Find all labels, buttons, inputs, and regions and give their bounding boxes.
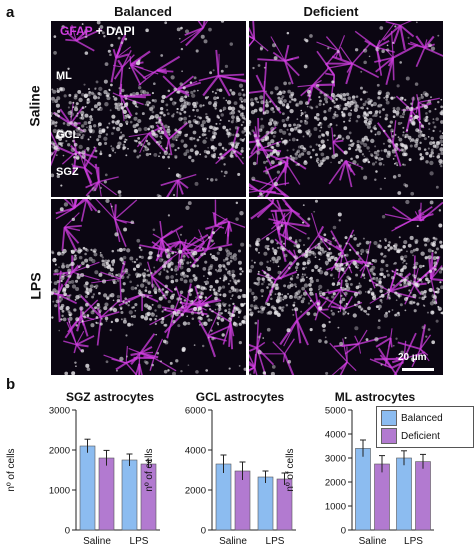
micrograph-saline-balanced bbox=[50, 20, 247, 198]
y-tick-label: 0 bbox=[201, 526, 206, 537]
x-tick-label: LPS bbox=[266, 536, 285, 547]
micrograph-lps-deficient bbox=[248, 198, 444, 376]
chart-title-gcl: GCL astrocytes bbox=[195, 390, 285, 404]
micrograph-texture bbox=[249, 199, 443, 375]
y-tick-label: 0 bbox=[65, 526, 70, 537]
chart-legend: Balanced Deficient bbox=[376, 406, 474, 448]
chart-title-ml: ML astrocytes bbox=[334, 390, 416, 404]
y-tick-label: 2000 bbox=[325, 478, 346, 489]
y-axis-label: nº of cells bbox=[6, 448, 17, 491]
legend-label-balanced: Balanced bbox=[401, 412, 443, 424]
bar bbox=[396, 457, 412, 531]
y-tick-label: 4000 bbox=[325, 430, 346, 441]
bar bbox=[98, 457, 115, 531]
panel-a-letter: a bbox=[6, 4, 15, 21]
x-tick-label: LPS bbox=[130, 536, 149, 547]
bar-charts: 0 1000 2000 3000 nº of cells Saline LPS 0 2000 40… bbox=[6, 406, 434, 547]
y-tick-label: 1000 bbox=[325, 502, 346, 513]
scale-bar bbox=[402, 368, 434, 371]
column-header-balanced: Balanced bbox=[114, 4, 172, 19]
y-tick-label: 0 bbox=[341, 526, 346, 537]
y-tick-label: 3000 bbox=[325, 454, 346, 465]
legend-item-deficient: Deficient bbox=[381, 428, 440, 444]
layer-label-gcl: GCL bbox=[56, 129, 80, 141]
bar bbox=[79, 445, 96, 531]
row-label-saline: Saline bbox=[26, 85, 43, 127]
y-axis-label: nº of cells bbox=[144, 448, 155, 491]
bar bbox=[215, 463, 232, 531]
y-axis-label: nº of cells bbox=[285, 448, 296, 491]
y-tick-label: 5000 bbox=[325, 406, 346, 417]
stain-legend: GFAP + DAPI bbox=[60, 24, 135, 38]
stain-gfap-label: GFAP bbox=[60, 24, 93, 38]
bar bbox=[121, 459, 138, 531]
layer-label-sgz: SGZ bbox=[56, 166, 79, 178]
legend-item-balanced: Balanced bbox=[381, 410, 443, 426]
bar bbox=[415, 461, 431, 531]
y-tick-label: 3000 bbox=[49, 406, 70, 417]
legend-label-deficient: Deficient bbox=[401, 430, 440, 442]
y-tick-label: 1000 bbox=[49, 486, 70, 497]
layer-label-ml: ML bbox=[56, 70, 72, 82]
micrograph-texture bbox=[51, 199, 246, 375]
legend-swatch-balanced bbox=[381, 410, 397, 426]
chart-title-sgz: SGZ astrocytes bbox=[65, 390, 155, 404]
row-label-lps: LPS bbox=[27, 272, 44, 300]
bar bbox=[374, 463, 390, 531]
y-tick-label: 2000 bbox=[185, 486, 206, 497]
micrograph-texture bbox=[249, 21, 443, 197]
micrograph-texture bbox=[51, 21, 246, 197]
scale-bar-label: 20 µm bbox=[398, 352, 427, 363]
x-tick-label: Saline bbox=[359, 536, 387, 547]
bar bbox=[257, 476, 274, 531]
column-header-deficient: Deficient bbox=[303, 4, 359, 19]
legend-swatch-deficient bbox=[381, 428, 397, 444]
stain-dapi-label: + DAPI bbox=[92, 24, 135, 38]
micrograph-lps-balanced bbox=[50, 198, 247, 376]
y-tick-label: 4000 bbox=[185, 446, 206, 457]
bar bbox=[355, 448, 371, 531]
x-tick-label: Saline bbox=[83, 536, 111, 547]
panel-b-letter: b bbox=[6, 376, 16, 393]
y-tick-label: 2000 bbox=[49, 446, 70, 457]
y-tick-label: 6000 bbox=[185, 406, 206, 417]
micrograph-saline-deficient bbox=[248, 20, 444, 198]
x-tick-label: Saline bbox=[219, 536, 247, 547]
x-tick-label: LPS bbox=[404, 536, 423, 547]
